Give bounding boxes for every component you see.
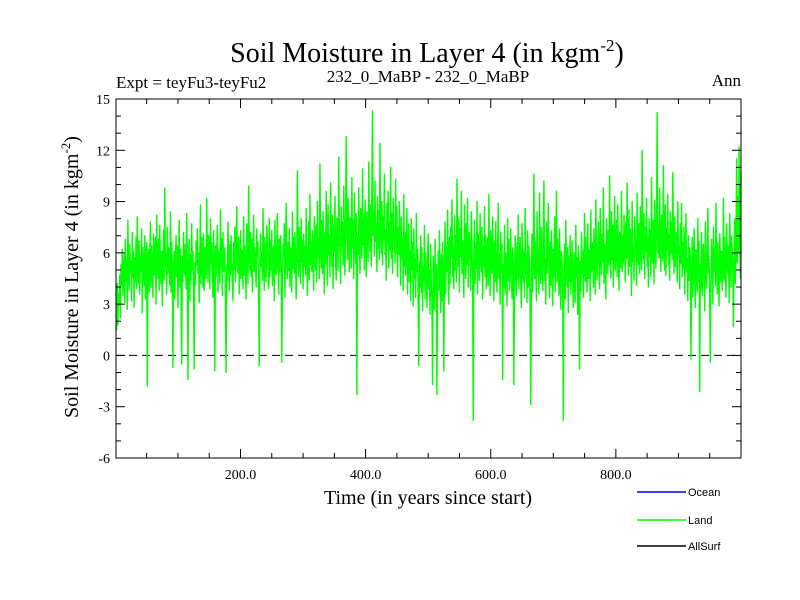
x-tick-label: 600.0 [475, 468, 507, 483]
y-tick-label: 9 [103, 196, 110, 211]
plot-area: -6 -3 0 3 6 9 12 15 200.0 400.0 600.0 800.0 [96, 93, 742, 483]
legend-item-allsurf: AllSurf [637, 541, 721, 553]
legend-label-land: Land [688, 515, 712, 527]
y-axis-label: Soil Moisture in Layer 4 (in kgm-2) [58, 136, 83, 418]
y-tick-label: 0 [103, 349, 110, 364]
legend: Ocean Land AllSurf [637, 487, 721, 553]
chart-title: Soil Moisture in Layer 4 (in kgm-2) [230, 36, 624, 69]
y-tick-label: 15 [96, 93, 110, 108]
legend-item-ocean: Ocean [637, 487, 720, 499]
series-line-land [115, 110, 742, 422]
y-tick-label: -6 [98, 452, 110, 467]
x-tick-label: 800.0 [600, 468, 632, 483]
y-tick-label: 3 [103, 298, 110, 313]
y-tick-label: 6 [103, 247, 110, 262]
legend-item-land: Land [637, 515, 712, 527]
legend-label-ocean: Ocean [688, 487, 720, 499]
x-tick-label: 400.0 [350, 468, 382, 483]
x-axis: 200.0 400.0 600.0 800.0 [146, 99, 711, 483]
x-tick-label: 200.0 [225, 468, 257, 483]
subtitle-left: Expt = teyFu3-teyFu2 [116, 73, 266, 92]
y-axis: -6 -3 0 3 6 9 12 15 [96, 93, 741, 467]
x-axis-label: Time (in years since start) [324, 487, 532, 509]
subtitle-center: 232_0_MaBP - 232_0_MaBP [327, 67, 529, 86]
legend-label-allsurf: AllSurf [688, 541, 721, 553]
y-tick-label: 12 [96, 144, 110, 159]
subtitle-right: Ann [712, 71, 742, 90]
y-tick-label: -3 [98, 401, 110, 416]
